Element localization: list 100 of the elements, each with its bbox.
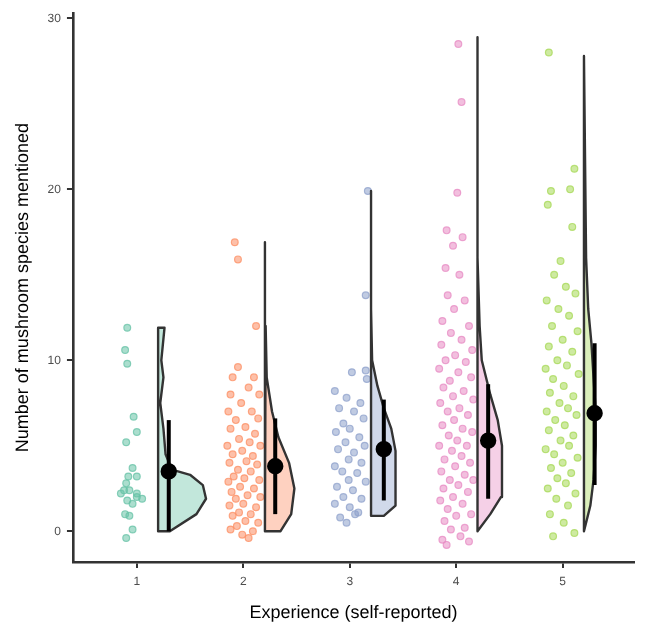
point [231,494,240,503]
point [123,323,132,332]
point [574,369,583,378]
point [542,296,551,305]
point [122,438,131,447]
point [267,458,284,475]
point [330,462,339,471]
point [251,429,259,438]
point [545,388,554,397]
point [561,282,570,291]
point [543,200,552,209]
point [563,404,572,413]
point [565,441,574,450]
point [561,479,570,488]
point [248,527,257,536]
point [244,383,253,392]
point [225,501,234,510]
point [233,363,242,372]
point [255,390,264,399]
point [132,428,141,437]
point [256,441,265,450]
point [361,291,370,300]
point [129,412,138,421]
point [572,410,581,419]
point [332,482,341,491]
point [227,487,236,496]
point [544,342,553,351]
point [342,518,351,527]
point [344,455,353,464]
point [339,419,348,428]
point [339,493,348,502]
point [565,311,574,320]
point [357,494,366,503]
point [232,522,241,531]
point [546,463,555,472]
point [252,503,261,512]
point [124,472,133,481]
point [542,407,551,416]
point [247,407,256,416]
point [355,433,364,442]
point [360,441,369,450]
point [359,414,368,423]
point [345,424,354,433]
point [123,359,132,368]
point [569,392,578,401]
point [573,453,582,462]
point [228,450,237,459]
point [240,474,249,483]
point [235,434,244,443]
point [552,494,561,503]
point [345,503,354,512]
point [249,484,258,493]
point [233,465,242,474]
point [252,322,261,331]
point [235,508,244,517]
point [245,438,254,447]
point [556,257,565,266]
point [128,499,137,508]
point [558,335,567,344]
point [544,426,553,435]
point [254,518,263,527]
point [241,422,250,431]
point [560,421,569,430]
point [225,458,234,467]
point [237,399,246,407]
point [566,185,575,194]
point [246,467,255,476]
point [553,474,562,483]
point [569,431,578,440]
point [568,347,577,356]
point [347,368,356,377]
point [233,255,242,264]
point [248,452,257,460]
point [550,450,559,459]
point [241,516,250,525]
point [239,499,248,508]
point [541,445,550,454]
point [545,510,554,519]
point [331,428,340,437]
point [254,414,263,423]
point [330,499,339,508]
point [551,416,560,425]
y-axis-title: Number of mushroom species mentioned [11,123,32,453]
point [348,486,357,495]
point [563,501,572,510]
point [342,393,351,402]
point [571,289,580,298]
point [571,489,580,498]
point [546,187,555,195]
point [226,424,235,433]
point [553,356,562,365]
point [559,518,568,527]
point [128,463,137,472]
point [556,436,565,445]
point [132,472,141,481]
point [330,387,339,396]
point [361,477,370,486]
point [356,399,365,407]
point [570,528,579,537]
point [244,534,253,543]
